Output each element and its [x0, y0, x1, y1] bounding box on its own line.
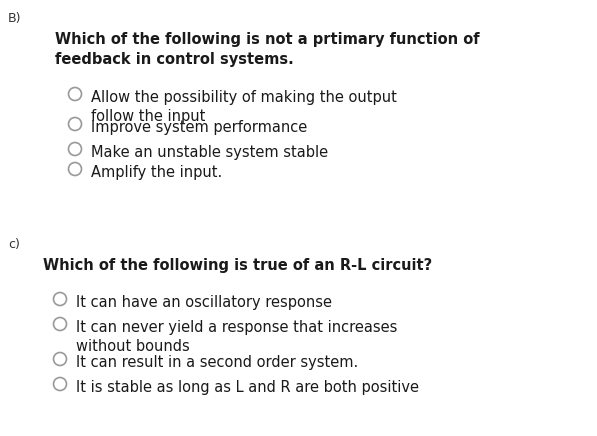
Text: Improve system performance: Improve system performance [91, 120, 307, 135]
Text: Amplify the input.: Amplify the input. [91, 165, 222, 180]
Text: Which of the following is not a prtimary function of
feedback in control systems: Which of the following is not a prtimary… [55, 32, 479, 67]
Text: It can result in a second order system.: It can result in a second order system. [76, 355, 358, 370]
Text: It can never yield a response that increases
without bounds: It can never yield a response that incre… [76, 320, 398, 354]
Text: c): c) [8, 238, 20, 251]
Text: Make an unstable system stable: Make an unstable system stable [91, 145, 328, 160]
Text: It can have an oscillatory response: It can have an oscillatory response [76, 295, 332, 310]
Text: Which of the following is true of an R-L circuit?: Which of the following is true of an R-L… [43, 258, 432, 273]
Text: Allow the possibility of making the output
follow the input: Allow the possibility of making the outp… [91, 90, 397, 124]
Text: It is stable as long as L and R are both positive: It is stable as long as L and R are both… [76, 380, 419, 395]
Text: B): B) [8, 12, 21, 25]
